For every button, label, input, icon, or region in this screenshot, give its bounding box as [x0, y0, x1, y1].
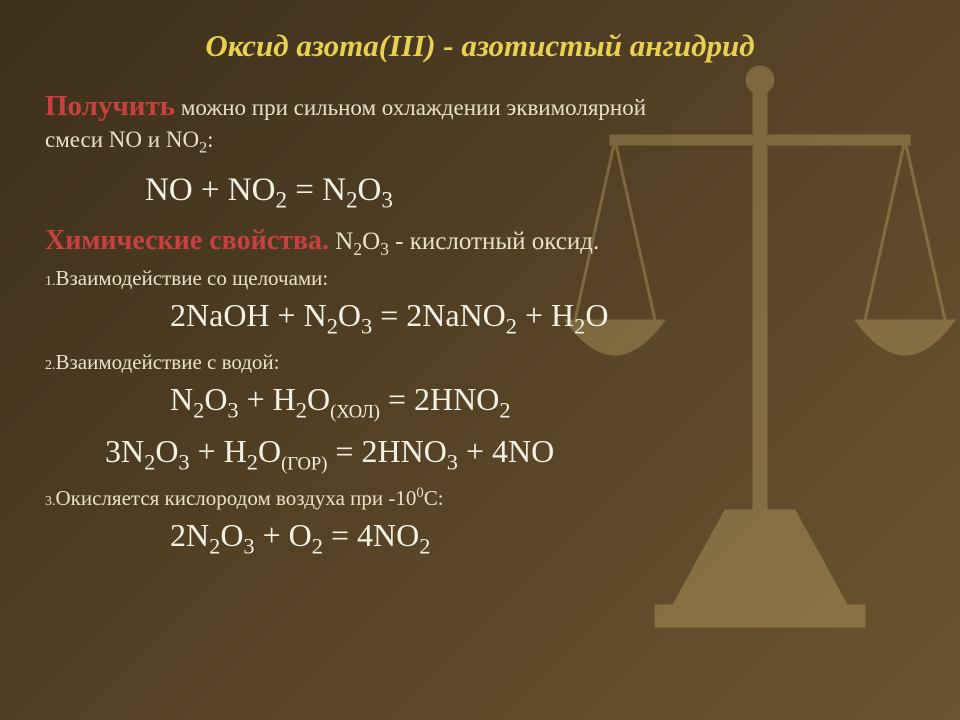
- list-item-2: 2.Взаимодействие с водой:: [45, 350, 915, 375]
- obtain-line: Получить можно при сильном охлаждении эк…: [45, 90, 915, 123]
- slide-content: Оксид азота(III) - азотистый ангидрид По…: [0, 0, 960, 590]
- slide-title: Оксид азота(III) - азотистый ангидрид: [45, 28, 915, 64]
- equation-4: 3N2O3 + H2O(ГОР) = 2HNO3 + 4NO: [105, 433, 915, 475]
- list-item-3: 3.Окисляется кислородом воздуха при -100…: [45, 485, 915, 511]
- mix-line: смеси NO и NO2:: [45, 127, 915, 158]
- equation-5: 2N2O3 + O2 = 4NO2: [170, 517, 915, 559]
- equation-3: N2O3 + H2O(ХОЛ) = 2HNO2: [170, 381, 915, 423]
- obtain-text: можно при сильном охлаждении эквимолярно…: [175, 95, 646, 120]
- equation-1: NO + NO2 = N2O3: [145, 172, 915, 214]
- obtain-label: Получить: [45, 90, 175, 122]
- equation-2: 2NaOH + N2O3 = 2NaNO2 + H2O: [170, 297, 915, 339]
- chem-label: Химические свойства.: [45, 225, 329, 256]
- list-item-1: 1.Взаимодействие со щелочами:: [45, 266, 915, 291]
- chem-properties-line: Химические свойства. N2O3 - кислотный ок…: [45, 225, 915, 260]
